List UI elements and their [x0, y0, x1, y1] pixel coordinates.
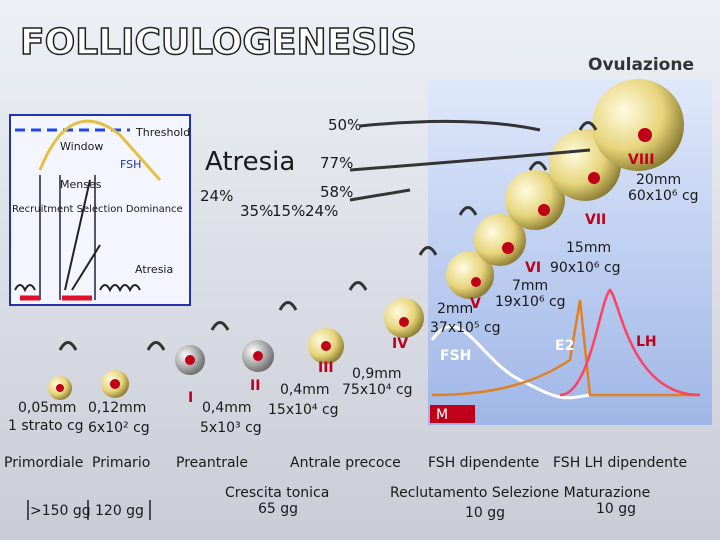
stage-numeral: VIII [628, 152, 654, 168]
stage-size: 0,12mm [88, 400, 146, 416]
duration: >150 gg [30, 503, 91, 519]
stage-cells: 5x10³ cg [200, 420, 262, 436]
stage-name: Primario [92, 455, 150, 471]
stage-name: FSH LH dipendente [553, 455, 687, 471]
inset-phases: Recruitment Selection Dominance [12, 204, 183, 215]
stage-numeral: V [470, 296, 481, 312]
duration: 65 gg [258, 501, 298, 517]
stage-cells: 15x10⁴ cg [268, 402, 339, 418]
bracket-lines [27, 500, 151, 520]
graph-lh: LH [636, 334, 657, 350]
atresia-35: 35% [240, 202, 273, 220]
stage-size: 0,05mm [18, 400, 76, 416]
stage-name: Preantrale [176, 455, 248, 471]
graph-fsh: FSH [440, 348, 471, 364]
duration: 120 gg [95, 503, 144, 519]
stage-name: FSH dipendente [428, 455, 539, 471]
duration: 10 gg [465, 505, 505, 521]
stage-cells: 19x10⁶ cg [495, 294, 566, 310]
inset [9, 114, 191, 306]
stage-numeral: I [188, 390, 193, 406]
atresia-58: 58% [320, 183, 353, 201]
stage-numeral: III [318, 360, 334, 376]
stage-cells: 60x10⁶ cg [628, 188, 699, 204]
stage-name: Antrale precoce [290, 455, 401, 471]
stage-numeral: VI [525, 260, 541, 276]
atresia-50: 50% [328, 116, 361, 134]
inset-fsh: FSH [120, 158, 141, 171]
atresia-77: 77% [320, 154, 353, 172]
graph-m: M [436, 407, 448, 423]
stage-size: 2mm [437, 301, 473, 317]
title: FOLLICULOGENESIS [20, 22, 417, 63]
phase: Reclutamento Selezione Maturazione [390, 485, 650, 501]
stage-numeral: VII [585, 212, 606, 228]
stage-size: 7mm [512, 278, 548, 294]
graph-e2: E2 [555, 338, 574, 354]
atresia-24a: 24% [200, 187, 233, 205]
follicles [48, 79, 684, 400]
stage-name: Primordiale [4, 455, 83, 471]
duration: 10 gg [596, 501, 636, 517]
subtitle: Ovulazione [588, 55, 694, 75]
stage-size: 0,9mm [352, 366, 402, 382]
stage-numeral: II [250, 378, 260, 394]
inset-menses: Menses [60, 178, 102, 191]
stage-cells: 37x10⁵ cg [430, 320, 501, 336]
atresia-arrows [58, 119, 598, 351]
stage-cells: 75x10⁴ cg [342, 382, 413, 398]
stage-size: 15mm [566, 240, 611, 256]
stage-size: 20mm [636, 172, 681, 188]
atresia-24b: 24% [305, 202, 338, 220]
stage-cells: 1 strato cg [8, 418, 84, 434]
inset-window: Window [60, 140, 103, 153]
stage-size: 0,4mm [202, 400, 252, 416]
stage-cells: 6x10² cg [88, 420, 150, 436]
atresia-label: Atresia [205, 147, 295, 177]
atresia-15: 15% [272, 202, 305, 220]
stage-size: 0,4mm [280, 382, 330, 398]
inset-threshold: Threshold [135, 126, 190, 139]
stage-numeral: IV [392, 336, 408, 352]
stage-cells: 90x10⁶ cg [550, 260, 621, 276]
phase: Crescita tonica [225, 485, 329, 501]
inset-atresia: Atresia [135, 263, 173, 276]
